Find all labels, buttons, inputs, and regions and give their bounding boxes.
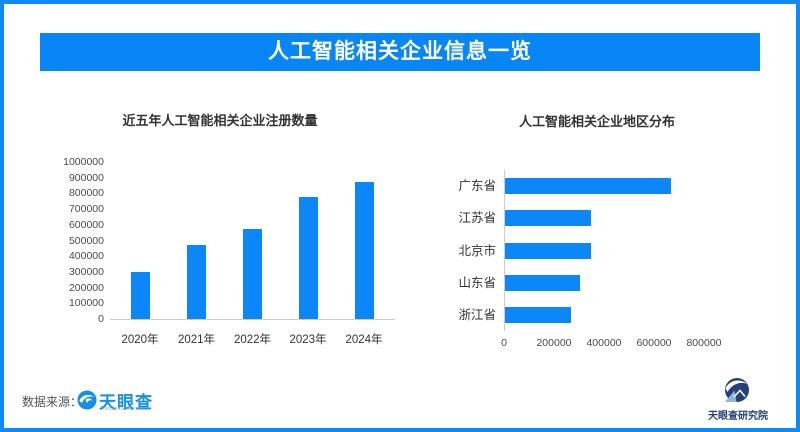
bar-江苏省 <box>505 210 592 226</box>
bar-2021年 <box>187 245 206 319</box>
research-institute-logo-icon <box>725 378 749 402</box>
y-tick-label: 500000 <box>68 234 104 247</box>
x-tick-label: 800000 <box>686 337 722 349</box>
registrations-bar-chart <box>110 162 395 320</box>
x-tick-label: 400000 <box>586 337 622 349</box>
bar-2020年 <box>130 271 150 319</box>
research-institute-label: 天眼查研究院 <box>708 411 768 422</box>
y-tick-label: 400000 <box>68 250 104 263</box>
tianyancha-url-text: TianYanCha.com <box>100 406 144 412</box>
x-tick-label: 200000 <box>536 337 572 349</box>
y-tick-label: 900000 <box>68 171 104 184</box>
y-tick-label: 100000 <box>68 297 104 310</box>
bar-浙江省 <box>505 307 572 323</box>
x-category-label: 2022年 <box>233 334 272 346</box>
x-tick-label: 0 <box>501 337 507 349</box>
x-category-label: 2023年 <box>289 334 327 346</box>
bar-山东省 <box>505 275 580 291</box>
bar-北京市 <box>505 242 591 259</box>
y-tick-label: 0 <box>98 313 104 325</box>
x-category-label: 2020年 <box>121 334 159 346</box>
regions-bar-chart <box>504 170 717 331</box>
region-label: 山东省 <box>458 276 496 290</box>
x-category-label: 2024年 <box>345 334 383 346</box>
region-label: 广东省 <box>458 179 496 193</box>
y-tick-label: 600000 <box>68 218 104 231</box>
region-label: 北京市 <box>458 243 496 258</box>
region-label: 江苏省 <box>458 211 496 225</box>
bar-2024年 <box>354 182 374 319</box>
y-tick-label: 300000 <box>68 265 104 278</box>
x-category-label: 2021年 <box>177 334 216 346</box>
y-tick-label: 800000 <box>68 187 104 200</box>
bar-2023年 <box>298 197 318 319</box>
y-tick-label: 1000000 <box>63 156 104 168</box>
data-source-label: 数据来源： <box>22 395 83 409</box>
tianyancha-wordmark: 天眼查 <box>99 393 153 412</box>
tianyancha-eye-icon <box>77 390 97 410</box>
x-tick-label: 600000 <box>636 337 672 349</box>
left-chart-title: 近五年人工智能相关企业注册数量 <box>122 113 318 128</box>
region-label: 浙江省 <box>458 308 496 322</box>
y-tick-label: 200000 <box>68 281 104 294</box>
bar-2022年 <box>243 228 262 319</box>
right-chart-title: 人工智能相关企业地区分布 <box>518 114 675 129</box>
y-tick-label: 700000 <box>68 203 104 216</box>
page-title: 人工智能相关企业信息一览 <box>40 33 760 71</box>
bar-广东省 <box>505 178 672 194</box>
